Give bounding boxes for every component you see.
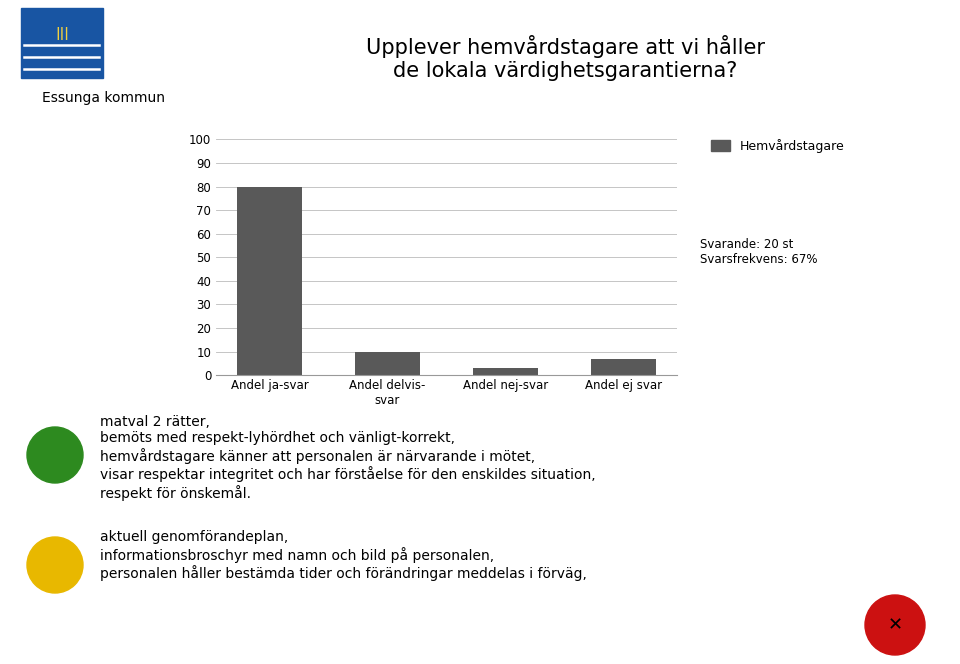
Bar (355, 352, 420, 375)
Bar (20, 9, 103, 78)
Bar (473, 368, 538, 375)
Bar (591, 359, 656, 375)
Legend: Hemvårdstagare: Hemvårdstagare (707, 134, 850, 158)
Bar (237, 187, 301, 375)
Text: |||: ||| (55, 27, 69, 40)
Text: Essunga kommun: Essunga kommun (41, 91, 165, 105)
Text: aktuell genomförandeplan,
informationsbroschyr med namn och bild på personalen,
: aktuell genomförandeplan, informationsbr… (100, 530, 587, 581)
Text: Upplever hemvårdstagare att vi håller
de lokala värdighetsgarantierna?: Upplever hemvårdstagare att vi håller de… (366, 35, 765, 81)
Text: matval 2 rätter,
bemöts med respekt-lyhördhet och vänligt-korrekt,
hemvårdstagar: matval 2 rätter, bemöts med respekt-lyhö… (100, 415, 595, 501)
Text: Svarande: 20 st
Svarsfrekvens: 67%: Svarande: 20 st Svarsfrekvens: 67% (700, 238, 817, 266)
Text: ✕: ✕ (887, 616, 902, 634)
